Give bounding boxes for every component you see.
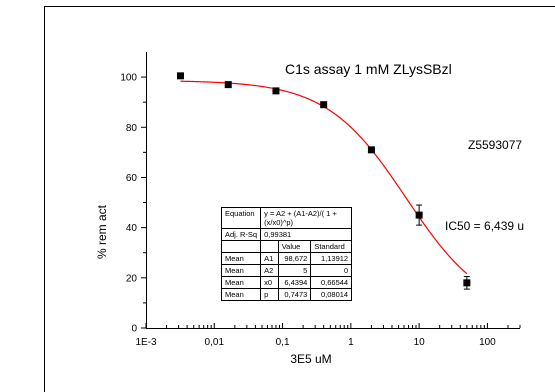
- fit-parameter-table: Equation y = A2 + (A1-A2)/( 1 + (x/x0)^p…: [220, 207, 353, 301]
- table-cell: 0,08014: [310, 288, 353, 301]
- labels: C1s assay 1 mM ZLysSBzl 3E5 uM % rem act…: [95, 61, 524, 366]
- standard-column-header: Standard: [310, 240, 353, 253]
- ic50-label: IC50 = 6,439 u: [445, 219, 524, 233]
- table-cell: 1,13912: [310, 252, 353, 265]
- table-cell: Mean: [220, 276, 262, 289]
- table-cell: [220, 240, 262, 253]
- page-frame: [44, 6, 555, 392]
- y-tick-label: 20: [126, 273, 138, 284]
- table-row: Equation y = A2 + (A1-A2)/( 1 + (x/x0)^p…: [220, 207, 353, 229]
- table-cell: A2: [260, 264, 279, 277]
- x-tick-label: 0,01: [205, 337, 225, 348]
- data-point: [415, 211, 423, 219]
- y-tick-label: 40: [126, 223, 138, 234]
- table-cell: 5: [277, 264, 312, 277]
- y-tick-label: 60: [126, 173, 138, 184]
- table-cell: 0: [310, 264, 353, 277]
- table-cell: A1: [260, 252, 279, 265]
- y-axis-title: % rem act: [95, 204, 109, 259]
- equation-text: y = A2 + (A1-A2)/( 1 + (x/x0)^p): [260, 207, 353, 229]
- table-row: Mean A1 98,672 1,13912: [220, 252, 353, 265]
- data-points-group: [176, 72, 471, 290]
- value-column-header: Value: [277, 240, 312, 253]
- equation-label: Equation: [220, 207, 262, 229]
- axes: [146, 52, 520, 329]
- table-row: Value Standard: [220, 240, 353, 253]
- x-tick-label: 10: [414, 337, 426, 348]
- y-tick-label: 100: [120, 73, 137, 84]
- data-point: [320, 101, 328, 109]
- table-cell: [260, 240, 279, 253]
- x-tick-label: 1: [348, 337, 354, 348]
- table-cell: Mean: [220, 252, 262, 265]
- y-tick-label: 80: [126, 123, 138, 134]
- data-point: [224, 81, 232, 89]
- adj-rsq-label: Adj. R-Sq: [220, 228, 262, 241]
- adj-rsq-value: 0,99381: [260, 228, 353, 241]
- ticks: 1E-3 0,01 0,1 1 10 100 0 20 40 60 80 100: [120, 73, 521, 348]
- table-cell: 0,7473: [277, 288, 312, 301]
- x-axis-title: 3E5 uM: [290, 352, 331, 366]
- x-tick-label: 0,1: [276, 337, 290, 348]
- table-cell: 0,66544: [310, 276, 353, 289]
- y-tick-label: 0: [131, 324, 137, 335]
- table-row: Mean x0 6,4394 0,66544: [220, 276, 353, 289]
- table-row: Adj. R-Sq 0,99381: [220, 228, 353, 241]
- data-point: [272, 87, 280, 95]
- table-cell: x0: [260, 276, 279, 289]
- table-cell: Mean: [220, 288, 262, 301]
- table-cell: 98,672: [277, 252, 312, 265]
- table-cell: Mean: [220, 264, 262, 277]
- data-point: [463, 279, 471, 287]
- chart-title: C1s assay 1 mM ZLysSBzl: [285, 61, 452, 77]
- table-cell: p: [260, 288, 279, 301]
- data-point: [176, 72, 184, 80]
- table-row: Mean p 0,7473 0,08014: [220, 288, 353, 301]
- table-row: Mean A2 5 0: [220, 264, 353, 277]
- compound-id-label: Z5593077: [468, 138, 522, 152]
- data-point: [367, 146, 375, 154]
- table-cell: 6,4394: [277, 276, 312, 289]
- x-tick-label: 100: [479, 337, 496, 348]
- x-tick-label: 1E-3: [135, 337, 157, 348]
